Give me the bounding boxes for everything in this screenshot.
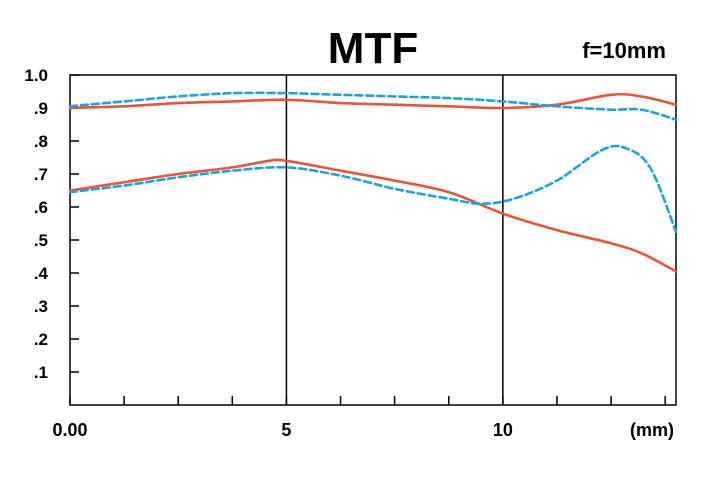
series-line-1 xyxy=(68,92,678,110)
series-line-4 xyxy=(68,144,678,234)
plot-area: .1 .2 .3 .4 .5 .6 .7 .8 .9 1.0 0.00 5 10 xyxy=(24,66,678,440)
plot-frame xyxy=(69,74,677,406)
y-tick-label: .2 xyxy=(34,330,48,349)
y-tick-label: .1 xyxy=(34,363,48,382)
y-tick-label: .5 xyxy=(34,231,48,250)
series-line-3 xyxy=(68,158,678,273)
chart-subtitle: f=10mm xyxy=(582,38,666,63)
y-tick-label: .9 xyxy=(34,99,48,118)
y-tick-label: .6 xyxy=(34,198,48,217)
y-tick-label: .4 xyxy=(34,264,49,283)
y-tick-label: 1.0 xyxy=(24,66,48,85)
x-tick-label: 0.00 xyxy=(52,420,87,440)
y-tick-label: .7 xyxy=(34,165,48,184)
y-tick-label: .3 xyxy=(34,297,48,316)
chart-title: MTF xyxy=(328,24,418,73)
y-tick-label: .8 xyxy=(34,132,48,151)
x-tick-label: 10 xyxy=(493,420,513,440)
series-line-2 xyxy=(68,91,678,121)
x-unit-label: (mm) xyxy=(630,420,674,440)
x-tick-label: 5 xyxy=(281,420,291,440)
